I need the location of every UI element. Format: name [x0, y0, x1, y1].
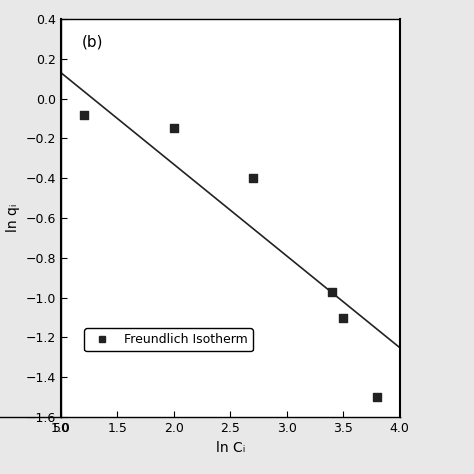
Point — [328, 288, 336, 295]
Legend: Freundlich Isotherm: Freundlich Isotherm — [84, 328, 253, 351]
Text: (b): (b) — [81, 35, 103, 50]
X-axis label: ln Cᵢ: ln Cᵢ — [216, 440, 245, 455]
Point — [373, 393, 381, 401]
Point — [170, 125, 178, 132]
Point — [80, 111, 87, 118]
Y-axis label: ln qᵢ: ln qᵢ — [6, 204, 20, 232]
Point — [339, 314, 347, 321]
Point — [249, 174, 256, 182]
